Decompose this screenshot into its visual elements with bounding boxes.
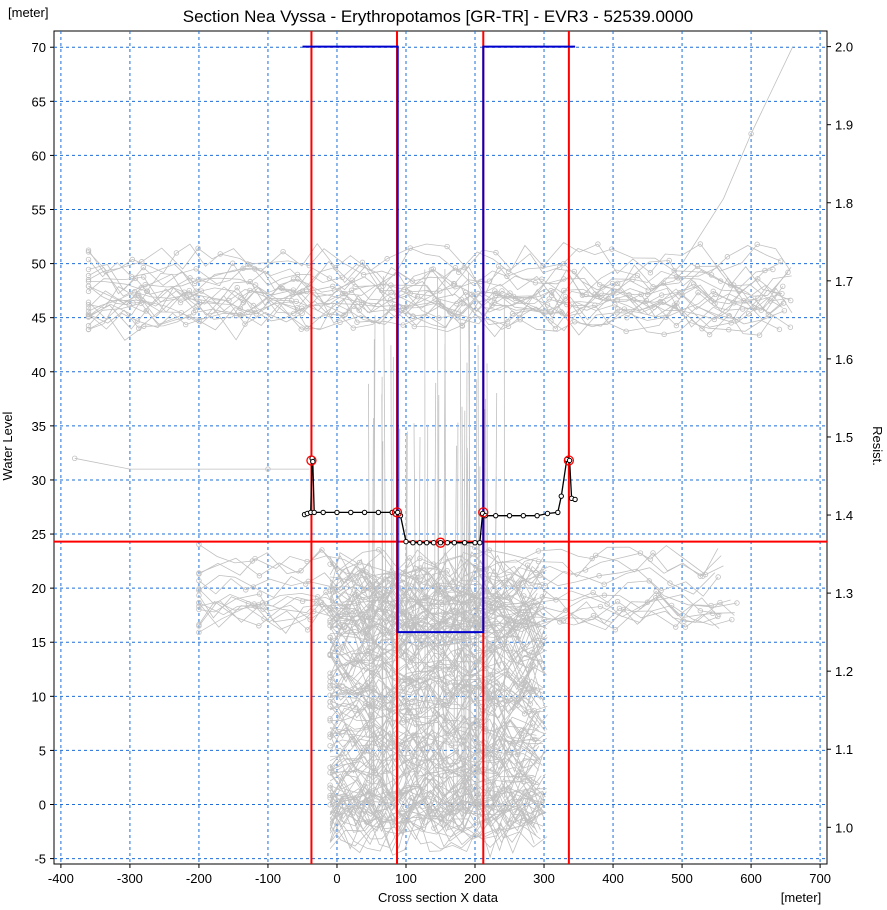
y-axis-label: Water Level [0, 411, 15, 480]
x-tick-label: 100 [395, 871, 417, 886]
plot-frame [54, 31, 827, 864]
y-tick-label: 60 [32, 148, 46, 163]
y2-tick-label: 1.8 [835, 196, 853, 211]
cross-section-point [438, 541, 442, 545]
y2-tick-label: 1.1 [835, 742, 853, 757]
cross-section-point [473, 541, 477, 545]
x-tick-label: 500 [671, 871, 693, 886]
y-tick-label: 25 [32, 527, 46, 542]
x-tick-label: 0 [333, 871, 340, 886]
background-section-line [393, 357, 394, 792]
x-tick-label: 200 [464, 871, 486, 886]
y2-tick-label: 1.0 [835, 820, 853, 835]
y-tick-label: 10 [32, 689, 46, 704]
cross-section-point [521, 513, 525, 517]
y2-tick-label: 1.3 [835, 586, 853, 601]
y2-tick-label: 1.9 [835, 118, 853, 133]
y-tick-label: -5 [34, 852, 46, 867]
y2-tick-label: 1.7 [835, 274, 853, 289]
x-tick-label: -100 [255, 871, 281, 886]
y2-tick-label: 1.5 [835, 430, 853, 445]
cross-section-point [567, 458, 571, 462]
cross-section-point [535, 513, 539, 517]
cross-section-point [445, 541, 449, 545]
x-tick-label: 300 [533, 871, 555, 886]
y2-tick-label: 1.4 [835, 508, 853, 523]
x-tick-label: -200 [186, 871, 212, 886]
y-tick-label: 50 [32, 257, 46, 272]
cross-section-point [494, 513, 498, 517]
x-tick-label: -400 [48, 871, 74, 886]
y2-tick-label: 2.0 [835, 40, 853, 55]
x-tick-label: 400 [602, 871, 624, 886]
background-section-line [406, 434, 407, 805]
y2-tick-label: 1.6 [835, 352, 853, 367]
y-tick-label: 30 [32, 473, 46, 488]
y-tick-label: 45 [32, 311, 46, 326]
cross-section-point [362, 510, 366, 514]
cross-section-point [462, 541, 466, 545]
cross-section-point [452, 541, 456, 545]
background-section-line [476, 379, 477, 809]
y-tick-label: 5 [39, 743, 46, 758]
cross-section-point [418, 541, 422, 545]
cross-section-point [507, 513, 511, 517]
y-tick-label: 20 [32, 581, 46, 596]
cross-section-point [478, 541, 482, 545]
cross-section-point [556, 510, 560, 514]
x-tick-label: -300 [117, 871, 143, 886]
cross-section-point [349, 510, 353, 514]
y2-axis-label: Resist. [870, 426, 885, 466]
x-unit-label: [meter] [781, 890, 821, 905]
cross-section-point [424, 541, 428, 545]
cross-section-point [312, 510, 316, 514]
y-tick-label: 70 [32, 40, 46, 55]
cross-section-point [545, 511, 549, 515]
y-tick-label: 40 [32, 365, 46, 380]
x-tick-label: 600 [740, 871, 762, 886]
cross-section-point [335, 510, 339, 514]
cross-section-point [573, 497, 577, 501]
y-tick-label: 0 [39, 798, 46, 813]
y-tick-label: 55 [32, 203, 46, 218]
cross-section-point [559, 494, 563, 498]
y-tick-label: 35 [32, 419, 46, 434]
x-axis-label: Cross section X data [378, 890, 499, 905]
cross-section-point [321, 510, 325, 514]
cross-section-point [404, 539, 408, 543]
y-tick-label: 15 [32, 635, 46, 650]
cross-section-point [431, 541, 435, 545]
y-unit-label: [meter] [8, 5, 48, 20]
y2-tick-label: 1.2 [835, 664, 853, 679]
x-tick-label: 700 [809, 871, 831, 886]
chart-title: Section Nea Vyssa - Erythropotamos [GR-T… [183, 7, 694, 26]
y-tick-label: 65 [32, 94, 46, 109]
cross-section-point [376, 510, 380, 514]
cross-section-point [411, 541, 415, 545]
